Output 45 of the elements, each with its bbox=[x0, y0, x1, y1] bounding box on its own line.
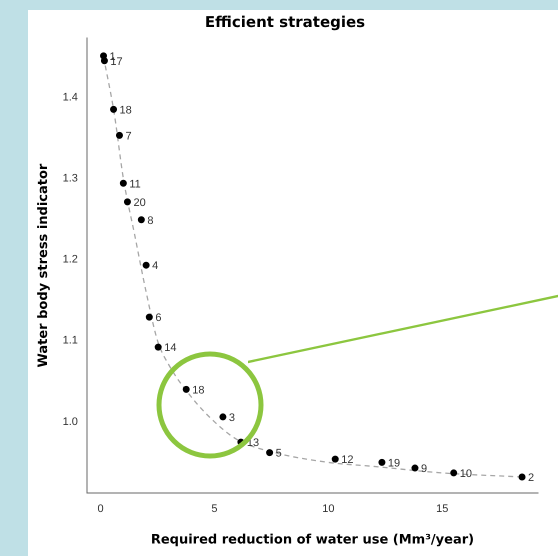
annotation: 18 bbox=[120, 104, 132, 116]
y-tick-label: 1.1 bbox=[62, 334, 78, 347]
annotation: 2 bbox=[528, 472, 534, 484]
y-tick-label: 1.3 bbox=[62, 172, 78, 184]
point bbox=[266, 449, 274, 456]
point bbox=[138, 216, 145, 224]
annotation: 4 bbox=[152, 260, 158, 272]
point bbox=[154, 344, 162, 351]
point bbox=[120, 180, 127, 187]
annotation: 10 bbox=[460, 468, 472, 480]
x-tick-label: 5 bbox=[211, 502, 218, 515]
point bbox=[332, 456, 339, 463]
point bbox=[142, 262, 150, 269]
chart-title: Efficient strategies bbox=[204, 12, 366, 31]
point bbox=[116, 132, 123, 139]
point bbox=[518, 473, 526, 480]
x-tick-label: 0 bbox=[98, 502, 104, 515]
point bbox=[182, 386, 190, 393]
point bbox=[146, 314, 153, 321]
y-tick-label: 1.4 bbox=[62, 91, 78, 104]
annotation: 9 bbox=[420, 463, 428, 476]
point bbox=[100, 57, 108, 64]
annotation: 14 bbox=[164, 342, 176, 354]
x-axis-title: Required reduction of water use (Mm³/year) bbox=[150, 532, 474, 548]
y-axis-title: Water body stress indicator bbox=[36, 163, 52, 368]
annotation: 20 bbox=[133, 196, 146, 209]
annotation: 6 bbox=[155, 312, 162, 324]
point bbox=[110, 106, 118, 113]
point bbox=[219, 413, 226, 420]
y-tick-label: 1.2 bbox=[62, 254, 78, 266]
x-tick-label: 15 bbox=[436, 502, 448, 515]
point bbox=[450, 469, 458, 476]
annotation: 5 bbox=[276, 448, 282, 460]
annotation: 19 bbox=[388, 457, 400, 470]
x-tick-label: 10 bbox=[322, 502, 335, 515]
point bbox=[378, 458, 386, 466]
annotation: 18 bbox=[192, 384, 204, 396]
annotation: 12 bbox=[341, 454, 354, 466]
annotation: 8 bbox=[147, 214, 154, 227]
point bbox=[411, 464, 418, 472]
point bbox=[124, 198, 131, 206]
annotation: 3 bbox=[228, 412, 236, 424]
annotation: 11 bbox=[129, 178, 141, 190]
y-tick-label: 1.0 bbox=[62, 416, 78, 428]
annotation: 7 bbox=[125, 130, 132, 142]
